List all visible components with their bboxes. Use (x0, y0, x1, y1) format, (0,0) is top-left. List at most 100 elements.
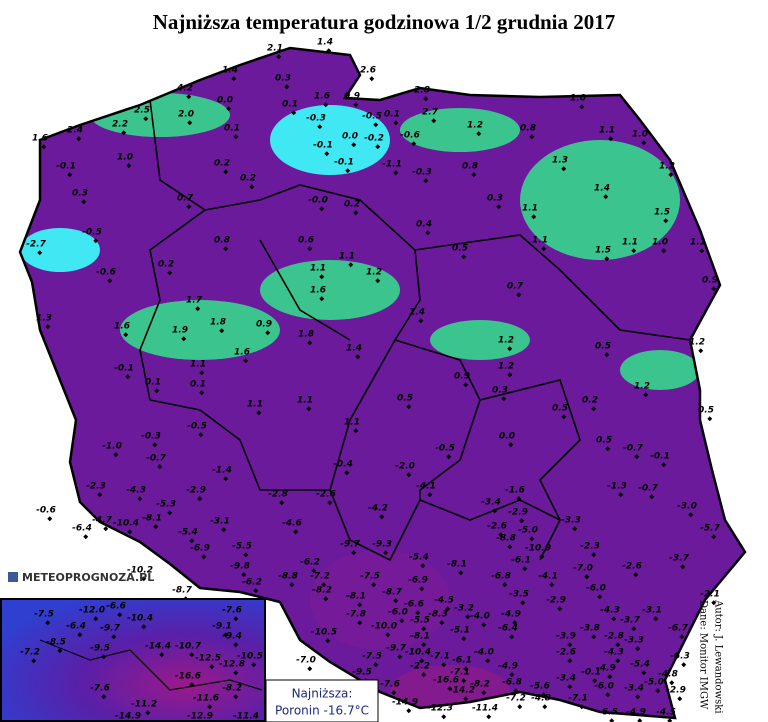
station-temperature: 2.2 (112, 120, 128, 130)
station-temperature: -7.6 (90, 684, 110, 694)
station-temperature: -4.9 (498, 662, 518, 672)
station-temperature: 1.1 (344, 418, 360, 428)
station-marker (591, 634, 597, 640)
station-marker (441, 714, 447, 720)
station-temperature: 1.0 (632, 130, 648, 140)
station-temperature: 0.9 (702, 276, 718, 286)
station-marker (637, 718, 643, 722)
station-temperature: 1.0 (117, 153, 133, 163)
stations: 2.1 1.4 2.6 1.4 0.3 4.2 0.0 0.1 1.6 0.9 2.8 1.0 2.5 2… (26, 38, 721, 722)
station-temperature: 0.5 (452, 244, 468, 254)
station-marker (187, 120, 193, 126)
station-temperature: -9.5 (352, 668, 372, 678)
station-marker (157, 464, 163, 470)
station-temperature: -8.1 (410, 632, 430, 642)
station-temperature: -5.7 (700, 524, 720, 534)
station-temperature: 1.5 (595, 246, 611, 256)
station-marker (406, 472, 412, 478)
station-marker (324, 151, 330, 157)
station-temperature: -10.2 (127, 566, 153, 576)
station-marker (618, 492, 624, 498)
station-temperature: 0.3 (487, 194, 503, 204)
station-temperature: 1.2 (366, 268, 382, 278)
station-marker (461, 254, 467, 260)
station-temperature: -2.9 (666, 686, 686, 696)
station-temperature: 1.1 (522, 204, 538, 214)
station-marker (231, 76, 237, 82)
station-marker (604, 352, 610, 358)
station-temperature: -4.8 (531, 694, 551, 704)
station-temperature: -6.9 (190, 544, 210, 554)
station-marker (209, 664, 215, 670)
station-marker (441, 662, 447, 668)
station-marker (711, 286, 717, 292)
station-temperature: 0.5 (596, 436, 612, 446)
station-temperature: -16.6 (175, 672, 201, 682)
station-temperature: 0.2 (582, 396, 598, 406)
station-marker (293, 529, 299, 535)
station-marker (447, 686, 453, 692)
station-marker (379, 514, 385, 520)
station-marker (101, 694, 107, 700)
station-marker (517, 704, 523, 710)
station-marker (591, 406, 597, 412)
station-temperature: -6.4 (66, 622, 86, 632)
station-temperature: 2.6 (360, 66, 376, 76)
station-marker (307, 666, 313, 672)
station-marker (635, 694, 641, 700)
station-temperature: -5.1 (450, 626, 470, 636)
station-temperature: -4.7 (92, 516, 112, 526)
station-temperature: -10.4 (113, 519, 139, 529)
station-temperature: 0.2 (158, 260, 174, 270)
station-marker (167, 510, 173, 516)
station-marker (307, 246, 313, 252)
station-temperature: -4.3 (604, 648, 624, 658)
station-marker (77, 632, 83, 638)
station-marker (219, 328, 225, 334)
station-marker (507, 372, 513, 378)
station-temperature: 1.4 (346, 344, 362, 354)
station-temperature: 1.2 (659, 162, 675, 172)
station-temperature: -0.4 (333, 460, 353, 470)
station-temperature: -0.5 (82, 228, 102, 238)
station-marker (557, 606, 563, 612)
station-marker (653, 616, 659, 622)
station-temperature: -4.1 (538, 572, 558, 582)
station-marker (385, 632, 391, 638)
station-marker (207, 704, 213, 710)
station-marker (498, 532, 504, 538)
station-marker (233, 642, 239, 648)
station-marker (121, 130, 127, 136)
station-temperature: -7.5 (34, 610, 54, 620)
station-marker (604, 256, 610, 262)
station-temperature: -1.4 (212, 466, 232, 476)
station-temperature: -8.2 (470, 680, 490, 690)
station-temperature: -9.3 (372, 540, 392, 550)
station-marker (605, 446, 611, 452)
station-temperature: -2.7 (26, 240, 46, 250)
station-marker (199, 370, 205, 376)
station-marker (615, 642, 621, 648)
station-marker (251, 662, 257, 668)
station-temperature: -11.6 (193, 694, 219, 704)
station-temperature: 0.5 (552, 404, 568, 414)
station-temperature: 0.4 (416, 220, 432, 230)
station-temperature: -12.5 (195, 654, 221, 664)
station-temperature: 1.1 (247, 400, 263, 410)
station-marker (351, 550, 357, 556)
station-temperature: 0.9 (344, 92, 360, 102)
station-marker (126, 163, 132, 169)
station-temperature: 0.1 (282, 100, 298, 110)
station-temperature: -10.5 (237, 652, 263, 662)
station-marker (67, 172, 73, 178)
station-marker (446, 454, 452, 460)
station-temperature: -4.1 (416, 482, 436, 492)
station-marker (463, 696, 469, 702)
station-temperature: -9.5 (90, 644, 110, 654)
station-marker (698, 348, 704, 354)
station-marker (45, 324, 51, 330)
lowest-box: Najniższa: Poronin -16.7°C (265, 679, 379, 722)
station-temperature: -2.9 (546, 596, 566, 606)
station-marker (445, 606, 451, 612)
station-temperature: -7.1 (568, 694, 588, 704)
